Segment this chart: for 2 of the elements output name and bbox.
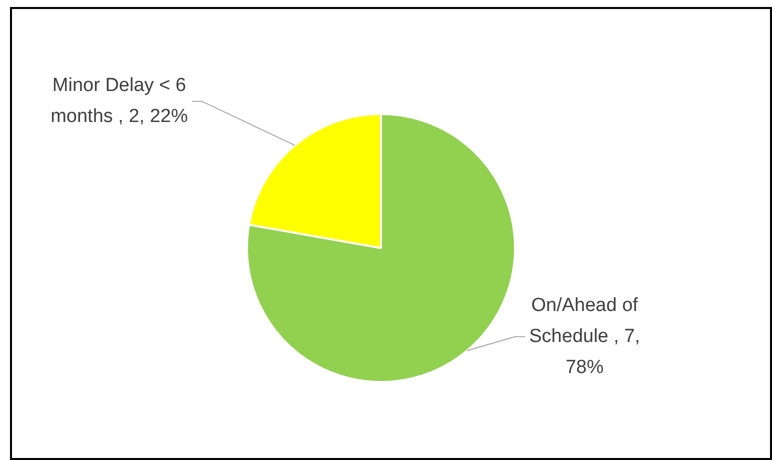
slice-label: Minor Delay < 6 months , 2, 22% [50, 75, 188, 128]
slice-label: On/Ahead of Schedule , 7, 78% [529, 294, 640, 378]
